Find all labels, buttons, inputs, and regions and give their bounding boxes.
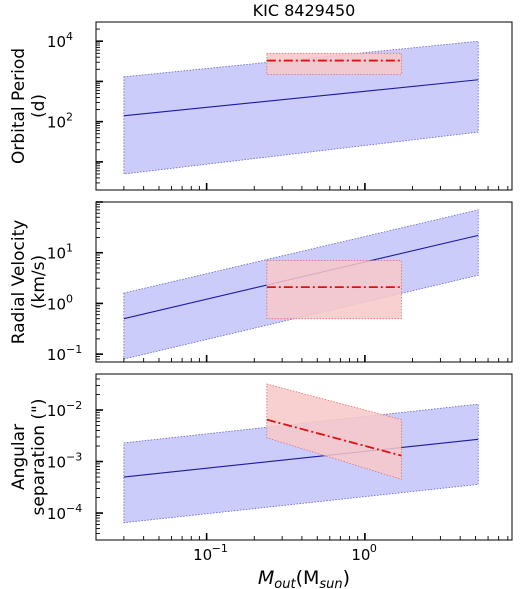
x-axis-label-part: out — [274, 577, 296, 589]
x-axis-label: Mout(Msun) — [258, 567, 350, 589]
y-tick-label: 10 — [47, 295, 66, 313]
x-axis-label-part: ) — [343, 567, 350, 589]
x-axis-label-part: M — [258, 567, 274, 589]
x-tick-label: 10 — [351, 546, 370, 564]
y-tick-exponent: 0 — [66, 292, 73, 305]
axes-frame — [95, 21, 513, 191]
x-tick-label: 10 — [193, 546, 212, 564]
y-axis-label: Radial Velocity — [9, 220, 29, 345]
y-axis-label: (d) — [29, 94, 49, 118]
y-tick-label: 10 — [47, 402, 66, 420]
axes-frame — [95, 373, 513, 541]
y-tick-label: 10 — [47, 346, 66, 364]
model-line — [123, 438, 479, 478]
y-tick-label: 10 — [47, 245, 66, 263]
y-axis-label: (km/s) — [29, 255, 49, 309]
observed-line — [266, 418, 402, 457]
y-axis-label: separation (") — [29, 399, 49, 516]
x-tick-exponent: 0 — [370, 542, 377, 555]
x-axis-label-part: (M — [296, 567, 320, 589]
chart-title: KIC 8429450 — [253, 1, 356, 20]
y-axis-label: Orbital Period — [9, 48, 29, 164]
y-tick-exponent: −4 — [66, 502, 82, 515]
y-axis-label: Angular — [9, 424, 29, 490]
y-tick-exponent: −3 — [66, 451, 82, 464]
observed-band — [266, 52, 402, 75]
observed-band — [266, 260, 402, 320]
model-line — [123, 79, 479, 117]
y-tick-label: 10 — [47, 33, 66, 51]
x-axis-label-part: sun — [319, 577, 342, 589]
y-tick-label: 10 — [47, 505, 66, 523]
y-tick-exponent: 1 — [66, 242, 73, 255]
axes-frame — [95, 201, 513, 363]
y-tick-label: 10 — [47, 454, 66, 472]
x-tick-exponent: −1 — [212, 542, 228, 555]
y-tick-exponent: 4 — [66, 30, 73, 43]
y-tick-exponent: −2 — [66, 399, 82, 412]
y-tick-label: 10 — [47, 114, 66, 132]
y-tick-exponent: 2 — [66, 111, 73, 124]
y-tick-exponent: −1 — [66, 343, 82, 356]
